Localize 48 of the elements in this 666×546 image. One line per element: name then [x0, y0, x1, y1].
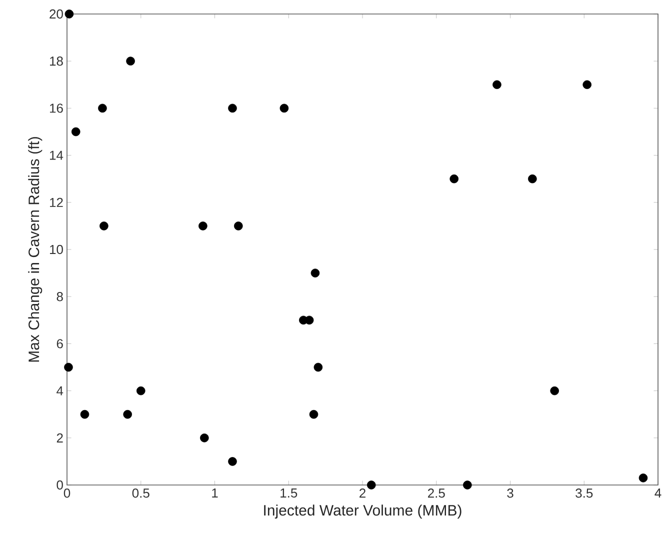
point: [450, 174, 459, 184]
y-axis-title: Max Change in Cavern Radius (ft): [28, 137, 42, 362]
x-tick-label: 1.5: [280, 488, 298, 498]
y-tick-label: 6: [56, 339, 63, 348]
point: [228, 457, 237, 466]
point: [366, 480, 376, 490]
y-tick-label: 4: [56, 386, 64, 396]
y-tick-label: 14: [50, 150, 64, 160]
point: [234, 222, 243, 230]
x-tick-label: 0: [64, 488, 70, 498]
point: [528, 174, 537, 184]
point: [309, 410, 318, 419]
point: [492, 80, 502, 90]
y-tick-label: 16: [50, 104, 63, 113]
point: [198, 222, 208, 230]
y-tick-label: 0: [56, 480, 63, 490]
point: [64, 362, 73, 372]
point: [280, 104, 289, 113]
point: [71, 127, 80, 136]
x-tick-label: 2: [360, 488, 366, 498]
y-tick-label: 8: [56, 292, 63, 302]
x-tick-label: 4: [654, 488, 662, 498]
x-tick-label: 2.5: [428, 488, 445, 498]
x-axis-title: Injected Water Volume (MMB): [264, 504, 462, 519]
y-tick-label: 12: [50, 198, 63, 207]
point: [100, 222, 108, 230]
x-tick-label: 0.5: [132, 488, 150, 498]
y-tick-label: 20: [50, 9, 63, 19]
point: [126, 56, 135, 66]
point: [136, 386, 146, 396]
y-tick-label: 10: [50, 244, 63, 254]
point: [228, 104, 237, 113]
point: [310, 268, 320, 278]
point: [200, 434, 209, 442]
point: [550, 386, 559, 396]
point: [64, 10, 74, 18]
point: [638, 474, 648, 482]
x-tick-label: 3: [507, 488, 514, 498]
point: [98, 104, 107, 113]
x-tick-label: 1: [212, 488, 218, 498]
x-tick-label: 3.5: [576, 488, 593, 498]
point: [314, 362, 323, 372]
y-tick-label: 2: [56, 433, 63, 442]
point: [463, 480, 472, 490]
point: [80, 410, 90, 419]
point: [582, 80, 592, 90]
y-tick-label: 18: [50, 56, 63, 66]
point: [123, 410, 132, 419]
